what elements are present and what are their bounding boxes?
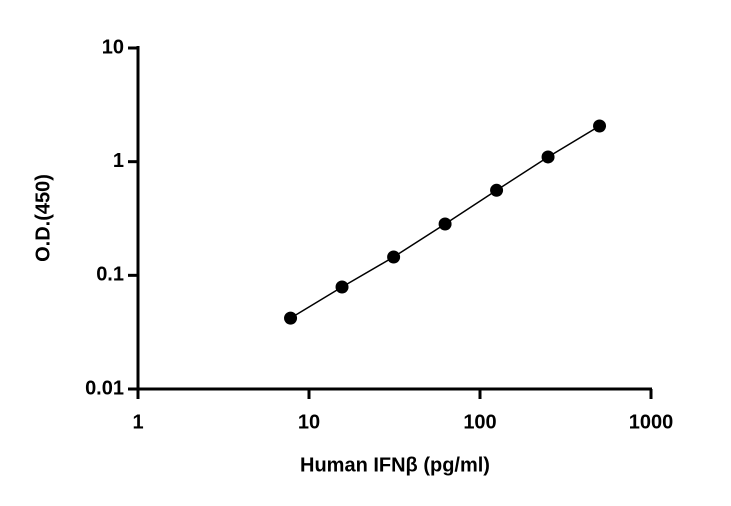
data-point	[593, 119, 607, 133]
data-point	[438, 217, 452, 231]
x-tick-label: 1000	[629, 411, 674, 433]
y-axis-label: O.D.(450)	[32, 174, 54, 262]
x-tick-label: 1	[132, 411, 143, 433]
y-tick-label: 10	[102, 36, 124, 58]
x-tick-label: 10	[298, 411, 320, 433]
x-tick-label: 100	[463, 411, 496, 433]
data-point	[541, 150, 555, 164]
y-tick-label: 1	[113, 150, 124, 172]
y-tick-label: 0.01	[85, 377, 124, 399]
data-point	[387, 250, 401, 264]
data-point	[490, 183, 504, 197]
data-point	[335, 280, 349, 294]
x-axis-label: Human IFNβ (pg/ml)	[300, 454, 490, 476]
data-point	[284, 311, 298, 325]
y-tick-label: 0.1	[96, 264, 124, 286]
